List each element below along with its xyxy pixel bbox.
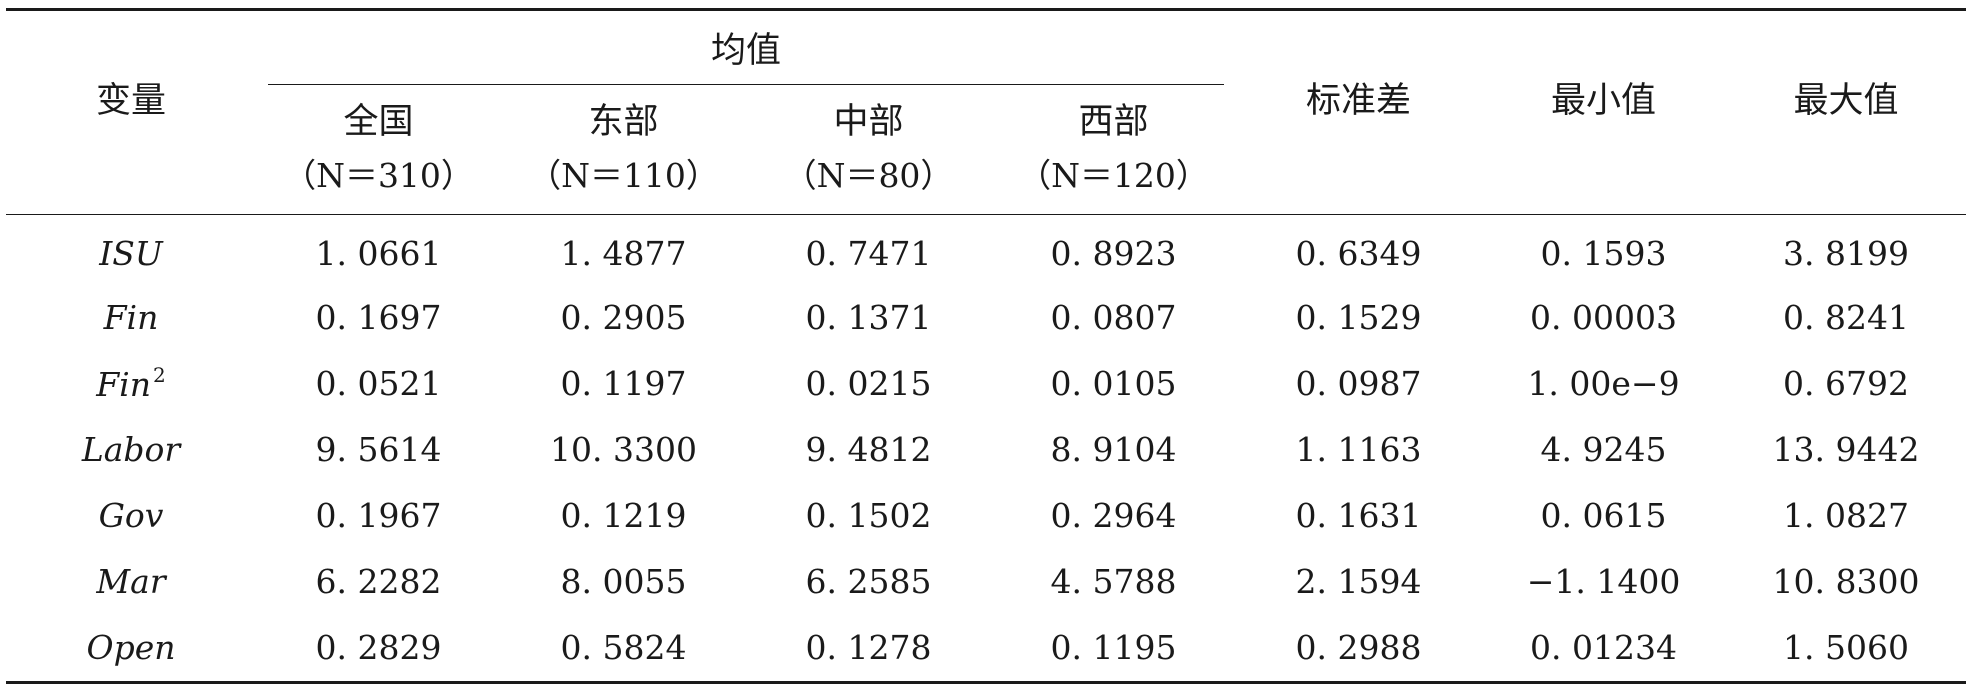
value-cell: 4. 9245: [1540, 430, 1667, 469]
header-max: 最大值: [1726, 8, 1967, 215]
value-cell: 3. 8199: [1783, 234, 1909, 274]
variable-cell: Fin 2: [6, 351, 256, 417]
variable-cell: Labor: [6, 417, 256, 483]
variable-cell: Mar: [6, 549, 256, 615]
value-cell: 0. 1502: [805, 496, 932, 535]
table-row: ISU 1. 0661 1. 4877 0. 7471 0. 8923 0. 6349 0.…: [6, 215, 1966, 285]
region-sample-size: （N＝80）: [783, 156, 954, 196]
value-cell: 1. 5060: [1726, 614, 1967, 684]
value-cell: 1. 00e−9: [1527, 364, 1680, 403]
header-region-central: 中部 （N＝80）: [746, 84, 991, 215]
value-cell: 0. 01234: [1481, 614, 1727, 684]
value-cell: 0. 1967: [315, 496, 442, 535]
variable-name: Labor: [81, 430, 181, 469]
variable-name: Mar: [96, 562, 166, 601]
table-body: ISU 1. 0661 1. 4877 0. 7471 0. 8923 0. 6349 0.…: [6, 215, 1967, 684]
value-cell: 0. 1278: [746, 614, 991, 684]
value-cell: 6. 2282: [315, 562, 442, 601]
variable-name: Gov: [98, 496, 164, 535]
table-row: Labor 9. 5614 10. 3300 9. 4812 8. 9104 1. 116…: [6, 417, 1966, 483]
value-cell: 0. 6349: [1295, 234, 1422, 274]
value-cell: 4. 5788: [1050, 562, 1177, 601]
value-cell: 0. 8923: [1050, 234, 1177, 274]
header-variable: 变量: [6, 8, 256, 215]
region-sample-size: （N＝310）: [283, 156, 474, 196]
region-name: 西部: [1078, 102, 1149, 143]
region-sample-size: （N＝120）: [1018, 156, 1209, 196]
value-cell: 13. 9442: [1772, 430, 1920, 469]
table-row: Fin 0. 1697 0. 2905 0. 1371 0. 0807 0. 1529 0.…: [6, 285, 1966, 351]
value-cell: 0. 1593: [1540, 234, 1667, 274]
header-region-national: 全国 （N＝310）: [256, 84, 501, 215]
value-cell: 0. 00003: [1530, 298, 1677, 337]
value-cell: 0. 2905: [560, 298, 687, 337]
region-sample-size: （N＝110）: [528, 156, 719, 196]
value-cell: 1. 0661: [315, 234, 442, 274]
value-cell: 0. 1219: [560, 496, 687, 535]
header-region-east: 东部 （N＝110）: [501, 84, 746, 215]
variable-cell: Fin: [6, 285, 256, 351]
value-cell: 0. 1631: [1295, 496, 1422, 535]
value-cell: 9. 5614: [315, 430, 442, 469]
header-std: 标准差: [1236, 8, 1482, 215]
table-row: Gov 0. 1967 0. 1219 0. 1502 0. 2964 0. 1631 0.…: [6, 483, 1966, 549]
table-row: Fin 2 0. 0521 0. 1197 0. 0215 0. 0105 0. 0987 1…: [6, 351, 1966, 417]
table-row: Mar 6. 2282 8. 0055 6. 2585 4. 5788 2. 1594 −1…: [6, 549, 1966, 615]
value-cell: 9. 4812: [805, 430, 932, 469]
value-cell: 10. 8300: [1772, 562, 1920, 601]
value-cell: 1. 4877: [560, 234, 687, 274]
variable-name: Fin: [103, 298, 159, 337]
value-cell: 8. 0055: [560, 562, 687, 601]
variable-name: Open: [86, 628, 176, 668]
variable-cell: Gov: [6, 483, 256, 549]
value-cell: 0. 5824: [501, 614, 746, 684]
header-mean-label: 均值: [711, 31, 782, 72]
descriptive-statistics-table: 变量 均值 标准差 最小值 最大值 全国 （N＝310） 东部 （N＝110）: [6, 8, 1967, 684]
value-cell: 0. 7471: [805, 234, 932, 274]
header-mean-group: 均值: [256, 8, 1237, 85]
value-cell: 0. 1371: [805, 298, 932, 337]
value-cell: 0. 2988: [1236, 614, 1482, 684]
value-cell: 0. 8241: [1783, 298, 1909, 337]
variable-name: ISU: [99, 234, 163, 274]
value-cell: 0. 0807: [1050, 298, 1177, 337]
value-cell: 0. 1197: [560, 364, 687, 403]
header-min: 最小值: [1481, 8, 1727, 215]
value-cell: 8. 9104: [1050, 430, 1177, 469]
variable-name: Fin: [96, 365, 151, 404]
value-cell: 0. 0105: [1050, 364, 1177, 403]
variable-cell: Open: [6, 614, 256, 684]
value-cell: 0. 0215: [805, 364, 932, 403]
value-cell: 0. 6792: [1783, 364, 1909, 403]
value-cell: 0. 2829: [256, 614, 501, 684]
value-cell: 0. 0987: [1295, 364, 1422, 403]
value-cell: 0. 0521: [315, 364, 442, 403]
value-cell: 1. 0827: [1783, 496, 1909, 535]
table-row: Open 0. 2829 0. 5824 0. 1278 0. 1195 0. 2988 0…: [6, 614, 1967, 684]
variable-superscript: 2: [152, 363, 166, 387]
value-cell: 1. 1163: [1295, 430, 1422, 469]
region-name: 全国: [343, 102, 414, 143]
value-cell: 6. 2585: [805, 562, 932, 601]
variable-cell: ISU: [6, 215, 256, 285]
mean-group-underline: [268, 83, 1225, 85]
value-cell: 0. 1697: [315, 298, 442, 337]
value-cell: 0. 0615: [1540, 496, 1667, 535]
value-cell: 0. 1195: [991, 614, 1237, 684]
region-name: 东部: [588, 102, 659, 143]
value-cell: −1. 1400: [1526, 562, 1681, 601]
header-region-west: 西部 （N＝120）: [991, 84, 1237, 215]
value-cell: 0. 2964: [1050, 496, 1177, 535]
region-name: 中部: [833, 102, 904, 143]
value-cell: 10. 3300: [550, 430, 697, 469]
value-cell: 2. 1594: [1295, 562, 1422, 601]
value-cell: 0. 1529: [1295, 298, 1422, 337]
